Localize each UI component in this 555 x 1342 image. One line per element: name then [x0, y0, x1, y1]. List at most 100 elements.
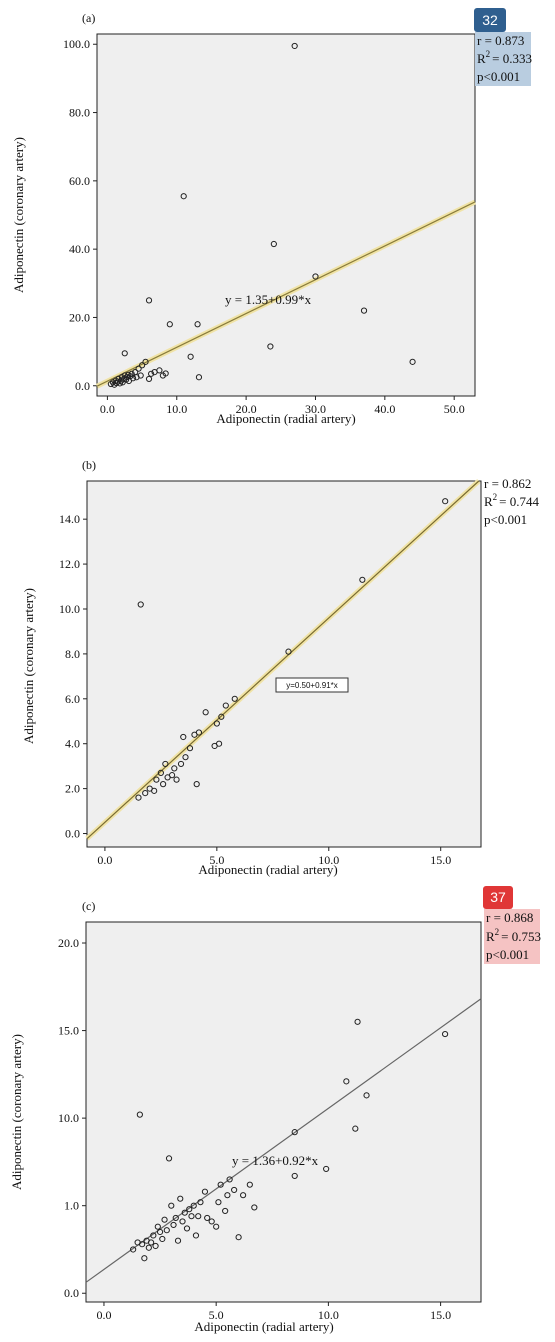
data-point [162, 370, 169, 377]
x-tick-label: 5.0 [209, 853, 224, 867]
data-point [197, 1199, 204, 1206]
x-tick-label: 30.0 [305, 402, 326, 416]
data-point [142, 358, 149, 365]
data-point [226, 1176, 233, 1183]
x-tick-label: 20.0 [236, 402, 257, 416]
data-point [267, 343, 274, 350]
data-point [231, 695, 238, 702]
data-point [138, 362, 146, 369]
scatter-panel-a: (a) 0.0 10.0 20.0 30.0 40.0 50.0 0.0 20.0 40.0 60… [11, 8, 532, 426]
data-point [151, 787, 158, 794]
data-point [188, 1213, 195, 1220]
data-point [180, 193, 187, 200]
data-point [162, 760, 169, 768]
x-tick-label: 10.0 [318, 1308, 339, 1322]
data-point [190, 1202, 197, 1209]
y-tick-label: 0.0 [75, 379, 90, 393]
data-point [291, 1172, 298, 1180]
data-point [208, 1218, 215, 1225]
stat-p-c: p<0.001 [486, 947, 529, 962]
regression-line [85, 998, 482, 1283]
stat-p-a: p<0.001 [477, 69, 520, 84]
data-point [182, 754, 189, 761]
stat-r2-a: R2 = 0.333 [477, 49, 532, 66]
y-tick-label: 20.0 [69, 310, 90, 324]
data-point [129, 375, 137, 382]
equation-box-b [275, 677, 349, 693]
regression-line [86, 480, 480, 840]
data-point [360, 307, 368, 314]
y-tick-label: 0.0 [64, 1286, 79, 1300]
data-point [142, 790, 149, 797]
data-point [192, 1232, 200, 1239]
data-point [172, 1214, 179, 1222]
y-axis-label-c: Adiponectin (coronary artery) [9, 1034, 24, 1190]
x-axis-label-a: Adiponectin (radial artery) [216, 411, 355, 426]
data-point [170, 1221, 177, 1229]
data-point [201, 1188, 209, 1195]
data-point [159, 1235, 166, 1243]
data-point [165, 1155, 173, 1162]
data-point [139, 1241, 146, 1248]
scatter-points-b [135, 498, 449, 801]
regression-line [96, 201, 476, 387]
y-tick-label: 80.0 [69, 106, 90, 120]
data-point [363, 1092, 370, 1099]
regression-line-c [85, 998, 482, 1283]
data-point [194, 321, 201, 328]
data-point [145, 1244, 152, 1251]
x-tick-label: 0.0 [97, 853, 112, 867]
data-point [246, 1181, 253, 1188]
y-tick-label: 100.0 [63, 37, 90, 51]
stat-r-b: r = 0.862 [484, 476, 531, 491]
stat-highlight-c [484, 909, 540, 964]
x-tick-label: 15.0 [430, 853, 451, 867]
data-point [186, 745, 194, 752]
regression-equation-b: y=0.50+0.91*x [286, 681, 338, 690]
data-point [181, 1209, 188, 1216]
data-point [121, 350, 128, 357]
y-tick-label: 4.0 [65, 737, 80, 751]
data-point [291, 1129, 298, 1136]
data-point [180, 733, 187, 741]
data-point [195, 374, 203, 381]
x-tick-label: 10.0 [166, 402, 187, 416]
data-point [130, 1246, 137, 1253]
stat-highlight-a [475, 32, 531, 86]
highlight-badge-label-c: 37 [490, 889, 506, 905]
scatter-panel-c: (c) 0.0 5.0 10.0 15.0 0.0 1.0 10.0 15.0 20.0 y =… [9, 886, 541, 1334]
data-point [141, 1255, 148, 1262]
data-point [215, 1199, 222, 1206]
plot-area-a [96, 33, 476, 397]
x-axis-label-c: Adiponectin (radial artery) [194, 1319, 333, 1334]
regression-line-b [85, 479, 481, 841]
stat-r-c: r = 0.868 [486, 910, 533, 925]
data-point [354, 1018, 361, 1025]
data-point [135, 365, 142, 372]
x-axis-label-b: Adiponectin (radial artery) [198, 862, 337, 877]
y-tick-label: 40.0 [69, 242, 90, 256]
scatter-panel-b: (b) 0.0 5.0 10.0 15.0 0.0 2.0 4.0 6.0 8.0 10.0 12.… [21, 458, 540, 877]
plot-area-c [85, 921, 482, 1303]
data-point [183, 1225, 191, 1232]
data-point [270, 240, 277, 248]
y-tick-label: 2.0 [65, 782, 80, 796]
stat-p-b: p<0.001 [484, 512, 527, 527]
data-point [442, 498, 449, 505]
data-point [224, 1192, 231, 1199]
data-point [147, 370, 155, 377]
regression-line-a [95, 199, 477, 389]
axis-ticks-b: 0.0 5.0 10.0 15.0 0.0 2.0 4.0 6.0 8.0 10.0 12.0 14.… [59, 512, 451, 867]
data-point [193, 781, 200, 788]
data-point [213, 720, 220, 727]
data-point [222, 1207, 229, 1215]
data-point [285, 648, 292, 655]
data-point [359, 576, 366, 583]
data-point [195, 1213, 202, 1220]
data-point [202, 709, 209, 716]
y-tick-label: 8.0 [65, 647, 80, 661]
data-point [231, 1186, 238, 1194]
data-point [187, 353, 194, 360]
data-point [179, 1218, 186, 1225]
